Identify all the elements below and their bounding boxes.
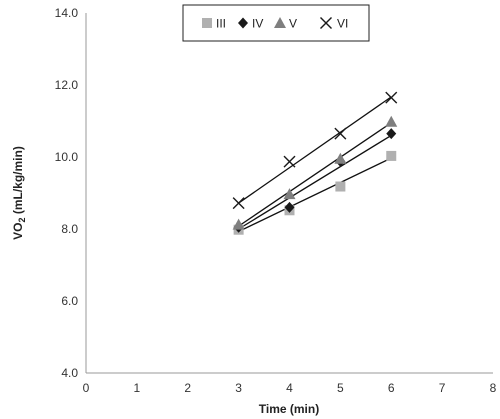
trendline-iii (238, 157, 392, 233)
y-tick-label: 14.0 (55, 6, 79, 20)
data-point-vi (385, 91, 398, 104)
x-tick-label: 3 (235, 381, 242, 395)
x-axis-title: Time (min) (259, 402, 319, 416)
trendline-iv (238, 134, 392, 230)
data-point-vi (283, 155, 296, 168)
legend-marker-iii (202, 18, 212, 28)
legend-label-iv: IV (252, 17, 263, 31)
x-tick-label: 7 (439, 381, 446, 395)
y-axis-title-sub: 2 (17, 217, 27, 222)
data-point-v (283, 188, 296, 200)
trendline-vi (238, 96, 392, 204)
axes (85, 13, 493, 374)
x-tick-label: 2 (184, 381, 191, 395)
y-tick-label: 8.0 (61, 222, 78, 236)
legend-marker-v (274, 17, 286, 28)
legend-marker-vi (320, 17, 332, 29)
data-point-iii (386, 150, 397, 161)
trendline-v (238, 122, 392, 227)
x-tick-label: 8 (490, 381, 497, 395)
x-tick-label: 0 (83, 381, 90, 395)
trendlines (238, 96, 392, 233)
data-point-iv (284, 201, 295, 213)
data-point-iv (386, 128, 397, 140)
x-tick-label: 5 (337, 381, 344, 395)
legend-marker-iv (238, 17, 248, 29)
legend: III IV V VI (182, 4, 370, 42)
y-tick-labels: 4.0 6.0 8.0 10.0 12.0 14.0 (55, 6, 79, 380)
y-tick-label: 12.0 (55, 78, 79, 92)
data-markers (232, 91, 398, 235)
legend-box (182, 4, 370, 42)
legend-label-iii: III (216, 17, 226, 31)
x-tick-label: 1 (134, 381, 141, 395)
y-axis-title-rest: (mL/kg/min) (11, 146, 25, 217)
y-tick-label: 6.0 (61, 294, 78, 308)
x-tick-label: 6 (388, 381, 395, 395)
y-axis-title: VO2 (mL/kg/min) (11, 146, 27, 240)
legend-label-vi: VI (337, 17, 348, 31)
y-axis-title-main: VO (11, 223, 25, 240)
data-point-iii (335, 181, 346, 192)
data-point-v (232, 218, 245, 230)
data-point-vi (232, 197, 245, 210)
x-tick-label: 4 (286, 381, 293, 395)
y-tick-label: 4.0 (61, 366, 78, 380)
data-point-vi (334, 127, 347, 140)
x-tick-labels: 0 1 2 3 4 5 6 7 8 (83, 381, 497, 395)
data-point-v (334, 152, 347, 164)
y-tick-label: 10.0 (55, 150, 79, 164)
legend-label-v: V (289, 17, 297, 31)
data-point-v (385, 115, 398, 127)
